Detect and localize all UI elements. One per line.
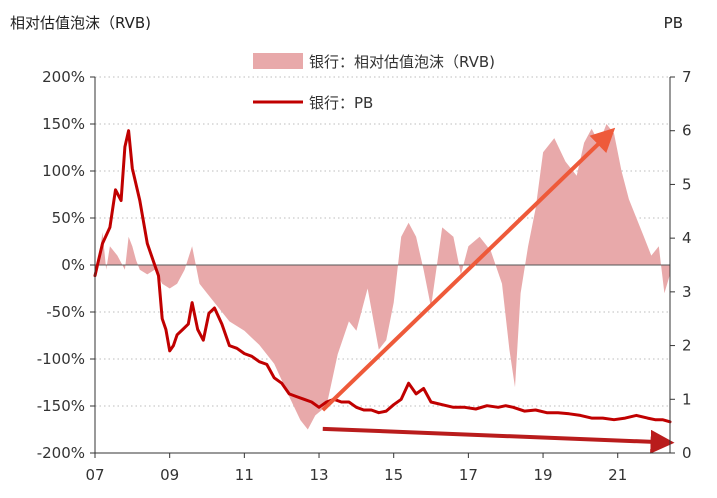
legend-area-swatch [253, 53, 303, 69]
left-tick-label: 0% [61, 256, 85, 274]
left-tick-label: 150% [42, 115, 85, 133]
right-tick-label: 6 [682, 122, 692, 140]
left-tick-label: 200% [42, 68, 85, 86]
right-axis-title: PB [664, 14, 683, 32]
left-tick-label: 50% [52, 209, 85, 227]
left-tick-label: -200% [37, 444, 85, 462]
x-tick-label: 09 [160, 466, 179, 484]
left-tick-label: -100% [37, 350, 85, 368]
right-tick-label: 1 [682, 390, 692, 408]
right-tick-label: 0 [682, 444, 692, 462]
rvb-area [95, 124, 670, 430]
left-tick-label: -150% [37, 397, 85, 415]
x-tick-label: 07 [85, 466, 104, 484]
trend-arrow [321, 127, 616, 412]
left-tick-label: 100% [42, 162, 85, 180]
rvb-area-series [95, 124, 670, 430]
right-tick-label: 2 [682, 337, 692, 355]
left-tick-label: -50% [46, 303, 85, 321]
pb-line-series [93, 129, 672, 424]
legend-line-label: 银行：PB [309, 94, 373, 112]
x-tick-label: 11 [235, 466, 254, 484]
right-tick-label: 5 [682, 175, 692, 193]
axes: 相对估值泡沫（RVB) PB -200% -150% -100% -50% 0% 50% 1… [10, 14, 692, 484]
legend: 银行：相对估值泡沫（RVB) 银行：PB [253, 53, 495, 112]
x-tick-label: 19 [534, 466, 553, 484]
trend-arrow [322, 426, 675, 454]
x-tick-label: 15 [384, 466, 403, 484]
x-tick-label: 13 [309, 466, 328, 484]
legend-area-label: 银行：相对估值泡沫（RVB) [309, 53, 495, 71]
pb-line [93, 129, 672, 424]
right-tick-label: 7 [682, 68, 692, 86]
x-tick-label: 21 [608, 466, 627, 484]
right-tick-label: 3 [682, 283, 692, 301]
right-tick-label: 4 [682, 229, 692, 247]
trend-arrows [321, 127, 675, 454]
x-tick-label: 17 [459, 466, 478, 484]
left-axis-title: 相对估值泡沫（RVB) [10, 14, 151, 32]
